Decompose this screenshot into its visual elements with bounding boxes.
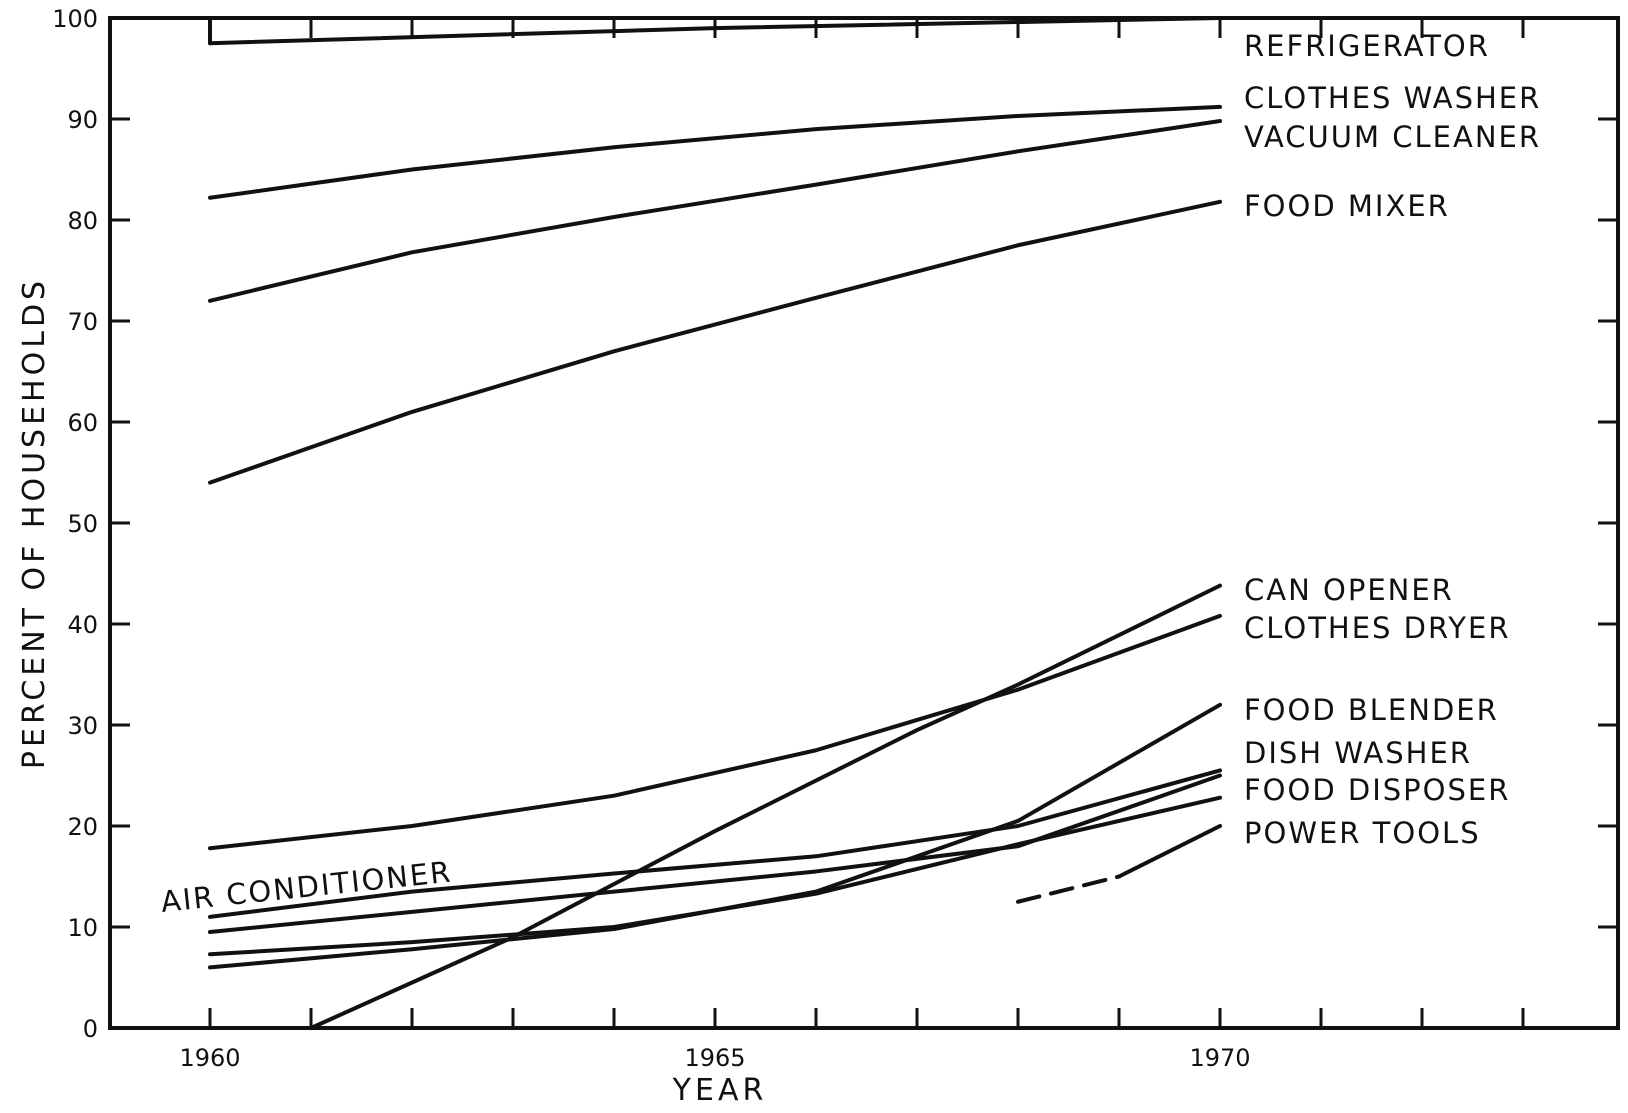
x-axis-title: YEAR	[672, 1073, 768, 1108]
series-label-refrigerator: REFRIGERATOR	[1244, 29, 1490, 63]
series-line-food-blender	[208, 702, 1222, 970]
series-label-food-mixer: FOOD MIXER	[1244, 189, 1450, 223]
x-tick-label-1960: 1960	[179, 1044, 240, 1072]
y-tick-label-10: 10	[67, 914, 98, 942]
series-label-clothes-washer: CLOTHES WASHER	[1244, 81, 1541, 115]
y-tick-label-80: 80	[67, 207, 98, 235]
y-tick-label-60: 60	[67, 409, 98, 437]
series-label-clothes-dryer: CLOTHES DRYER	[1244, 611, 1510, 645]
series-line-refrigerator	[208, 16, 1222, 46]
y-tick-label-70: 70	[67, 308, 98, 336]
series-line-clothes-dryer	[208, 613, 1222, 851]
series-labels: REFRIGERATOR CLOTHES WASHER VACUUM CLEANER…	[159, 29, 1541, 919]
y-tick-label-90: 90	[67, 106, 98, 134]
series-line-can-opener	[309, 583, 1222, 1030]
y-tick-label-30: 30	[67, 712, 98, 740]
series-label-dish-washer: DISH WASHER	[1244, 736, 1472, 770]
x-tick-labels: 1960 1965 1970	[179, 1044, 1250, 1072]
series-label-power-tools: POWER TOOLS	[1244, 816, 1481, 850]
series-line-power-tools	[1117, 824, 1222, 879]
series-label-air-conditioner: AIR CONDITIONER	[159, 855, 454, 919]
series-line-food-mixer	[208, 199, 1222, 485]
y-tick-label-100: 100	[52, 5, 98, 33]
y-axis-title: PERCENT OF HOUSEHOLDS	[17, 277, 52, 769]
y-tick-labels: 0 10 20 30 40 50 60 70 80 90 100	[52, 5, 98, 1043]
series-label-food-blender: FOOD BLENDER	[1244, 693, 1499, 727]
y-tick-label-20: 20	[67, 813, 98, 841]
y-tick-label-40: 40	[67, 611, 98, 639]
series-line-vacuum-cleaner	[208, 119, 1222, 303]
series-line-air-conditioner	[208, 768, 1222, 919]
series-label-food-disposer: FOOD DISPOSER	[1244, 773, 1510, 807]
y-tick-label-0: 0	[83, 1015, 98, 1043]
series-line-clothes-washer	[208, 104, 1222, 200]
y-tick-label-50: 50	[67, 510, 98, 538]
series-lines	[208, 16, 1222, 1030]
x-tick-label-1970: 1970	[1189, 1044, 1250, 1072]
series-line-food-disposer	[208, 795, 1222, 957]
axis-ticks	[110, 16, 1618, 1030]
series-label-can-opener: CAN OPENER	[1244, 573, 1454, 607]
x-tick-label-1965: 1965	[684, 1044, 745, 1072]
series-line-power-tools-dashed	[1016, 874, 1121, 904]
series-label-vacuum-cleaner: VACUUM CLEANER	[1244, 120, 1541, 154]
